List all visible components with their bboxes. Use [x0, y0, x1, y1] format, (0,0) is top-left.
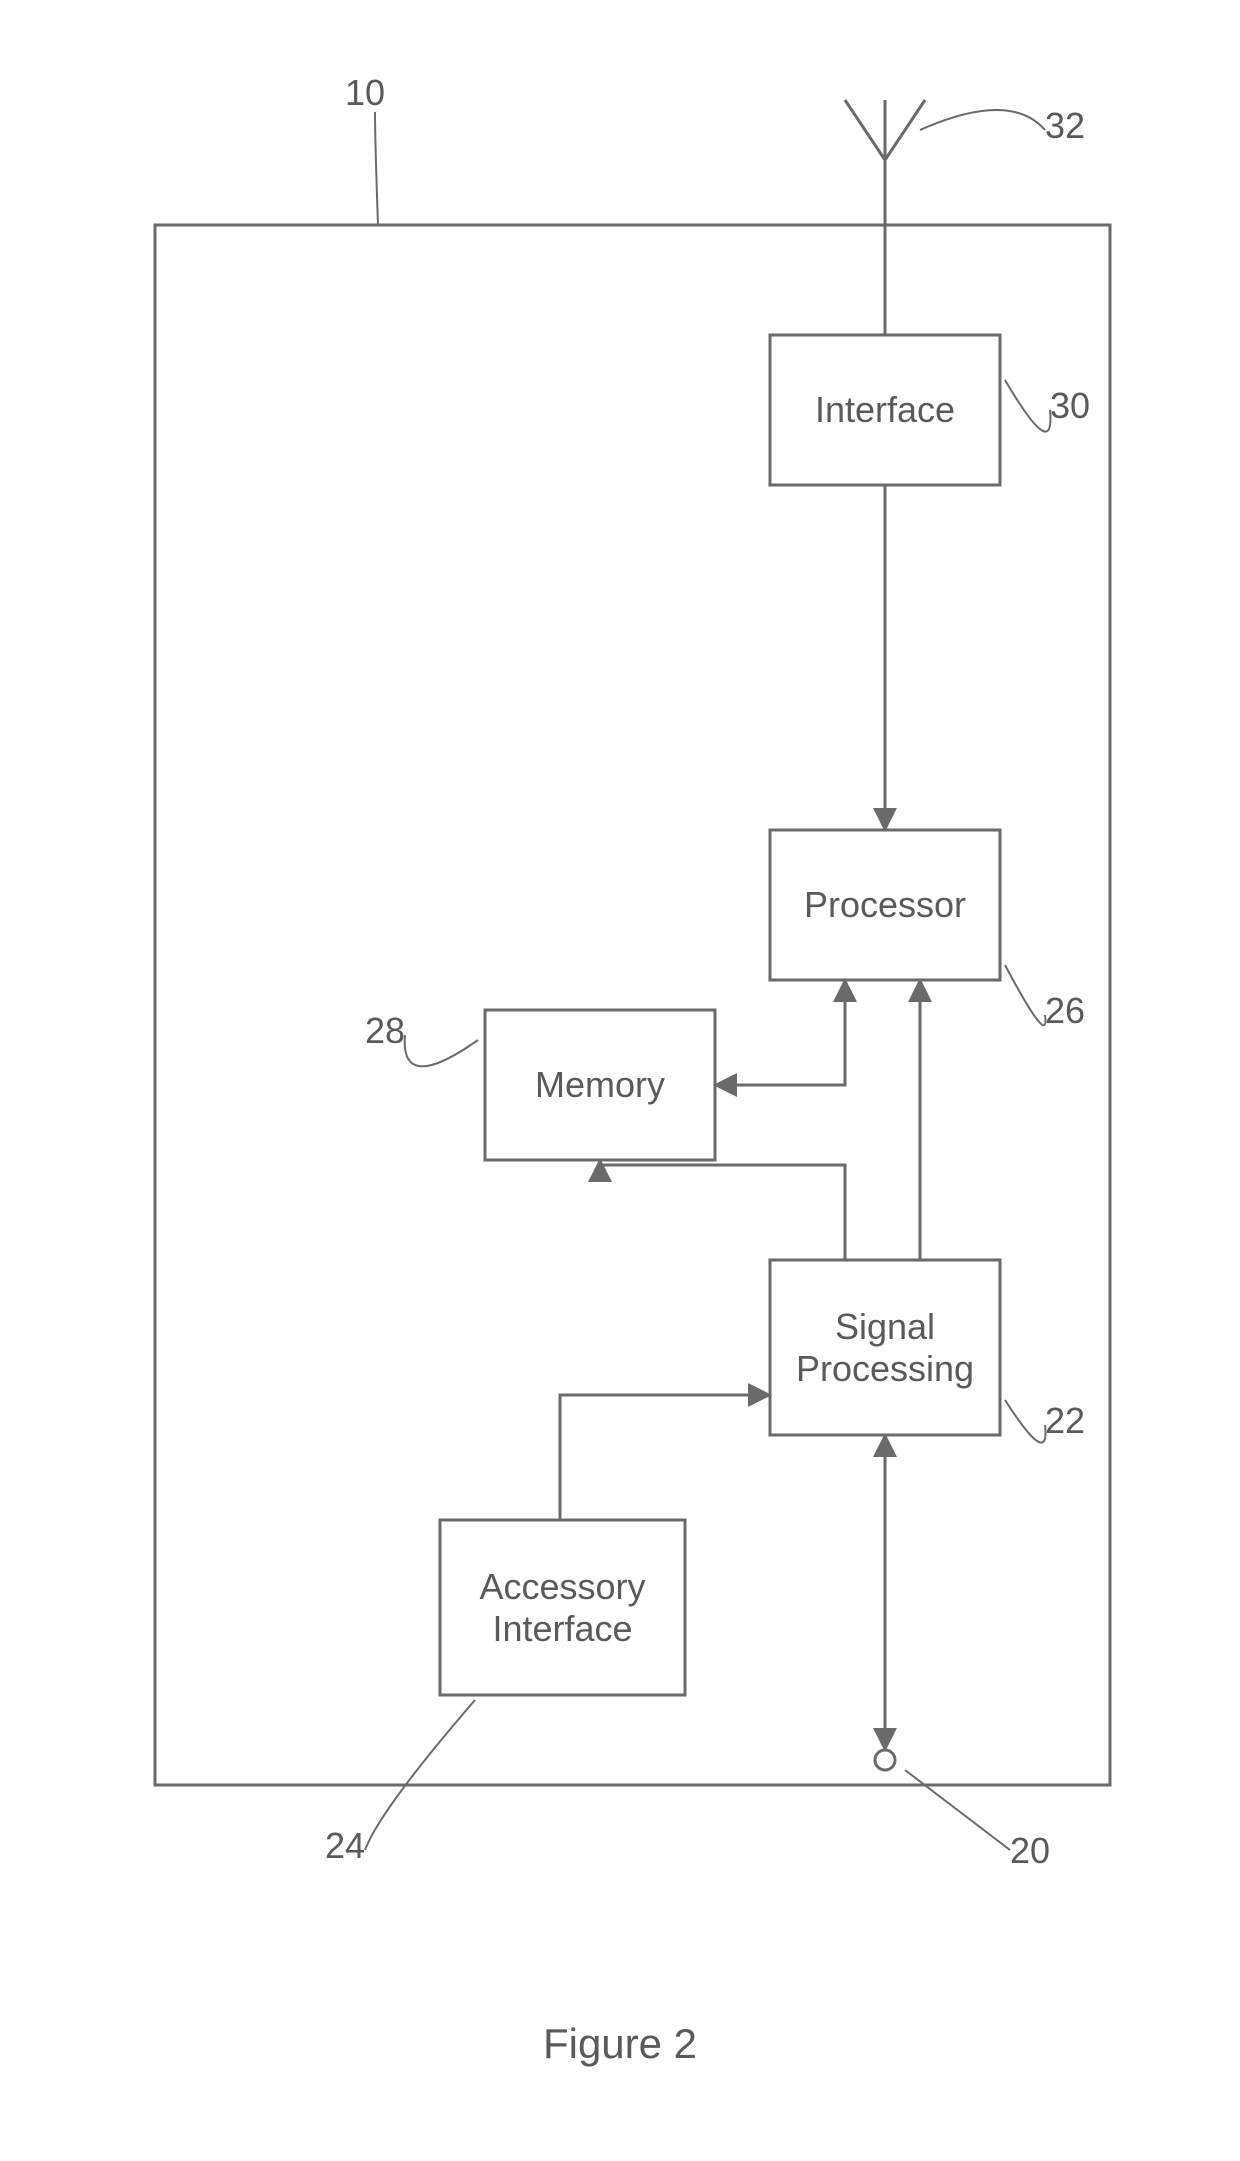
node-interface: Interface — [770, 335, 1000, 485]
ref-sensor-input: 20 — [1010, 1830, 1050, 1872]
node-processor: Processor — [770, 830, 1000, 980]
figure-caption: Figure 2 — [0, 2020, 1240, 2068]
ref-processor: 26 — [1045, 990, 1085, 1032]
ref-signal: 22 — [1045, 1400, 1085, 1442]
node-accessory: Accessory Interface — [440, 1520, 685, 1695]
node-signal: Signal Processing — [770, 1260, 1000, 1435]
ref-accessory: 24 — [325, 1825, 365, 1867]
container-ref: 10 — [345, 72, 385, 114]
ref-interface: 30 — [1050, 385, 1090, 427]
ref-antenna: 32 — [1045, 105, 1085, 147]
node-memory: Memory — [485, 1010, 715, 1160]
ref-memory: 28 — [365, 1010, 405, 1052]
